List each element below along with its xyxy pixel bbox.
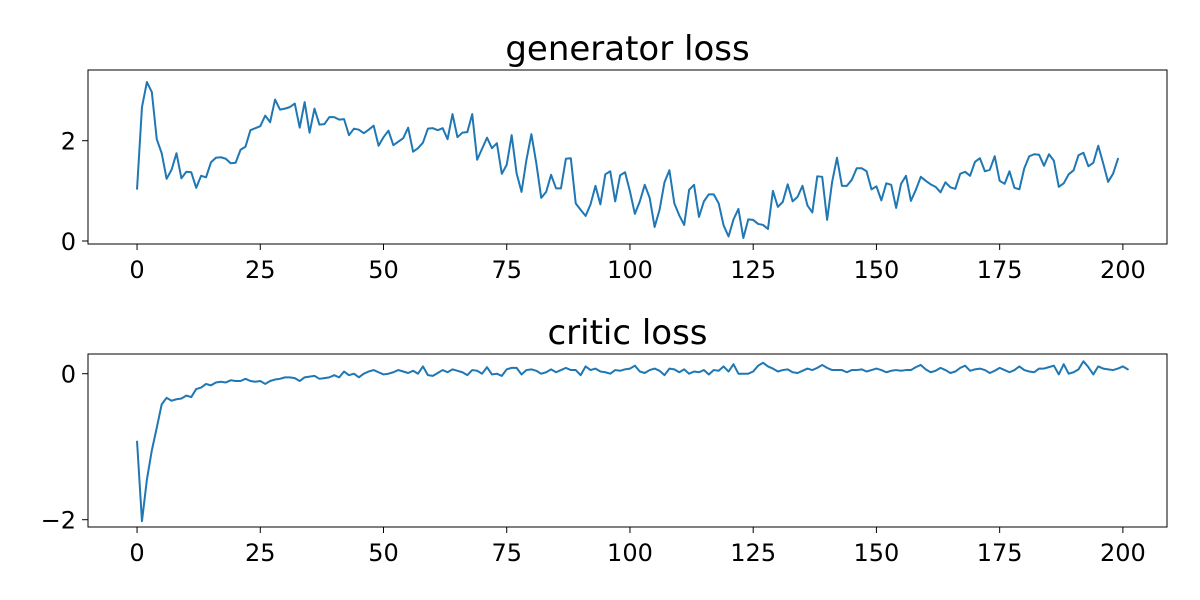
x-tick-label: 25 [245, 256, 276, 284]
chart-title: critic loss [547, 313, 707, 353]
x-tick-label: 125 [730, 539, 776, 567]
x-tick-label: 175 [977, 539, 1023, 567]
plot-frame [87, 69, 1168, 245]
x-tick-label: 175 [977, 256, 1023, 284]
plot-frame [87, 353, 1168, 528]
x-tick-label: 125 [730, 256, 776, 284]
x-tick-label: 200 [1100, 256, 1146, 284]
series-line [136, 81, 1119, 239]
y-tick-label: 0 [61, 228, 76, 256]
x-tick-label: 75 [491, 539, 522, 567]
generator-loss-chart: generator loss 0 25 50 75 100 125 150 175 200 0 2 [61, 29, 1168, 284]
x-tick-label: 50 [368, 256, 399, 284]
y-tick-label: −2 [41, 507, 76, 535]
x-tick-label: 100 [607, 256, 653, 284]
series-line [136, 360, 1129, 523]
y-tick-label: 0 [61, 361, 76, 389]
x-tick-label: 75 [491, 256, 522, 284]
critic-loss-chart: critic loss 0 25 50 75 100 125 150 175 200 −2 0 [41, 313, 1168, 567]
x-tick-label: 50 [368, 539, 399, 567]
chart-title: generator loss [505, 29, 749, 69]
x-tick-label: 100 [607, 539, 653, 567]
x-tick-label: 150 [854, 256, 900, 284]
y-tick-label: 2 [61, 128, 76, 156]
x-tick-label: 0 [129, 256, 144, 284]
x-tick-label: 0 [129, 539, 144, 567]
x-tick-label: 200 [1100, 539, 1146, 567]
x-tick-label: 150 [854, 539, 900, 567]
x-tick-label: 25 [245, 539, 276, 567]
